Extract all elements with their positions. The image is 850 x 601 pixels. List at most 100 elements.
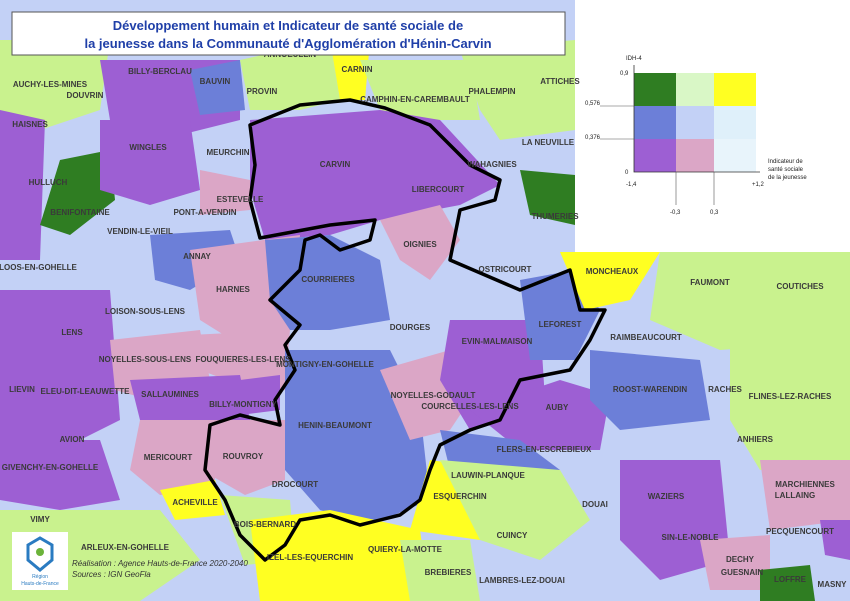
commune-label: MONCHEAUX [586, 267, 639, 276]
commune-label: LENS [61, 328, 83, 337]
commune-label: LOFFRE [774, 575, 807, 584]
commune-label: PECQUENCOURT [766, 527, 834, 536]
commune-label: HARNES [216, 285, 250, 294]
commune-label: LEFOREST [539, 320, 582, 329]
credit: Sources : IGN GeoFla [72, 570, 151, 579]
commune-label: THUMERIES [531, 212, 579, 221]
commune-label: OIGNIES [403, 240, 437, 249]
commune-label: LAMBRES-LEZ-DOUAI [479, 576, 565, 585]
commune-label: DROCOURT [272, 480, 318, 489]
commune-label: ACHEVILLE [172, 498, 218, 507]
commune-label: LOOS-EN-GOHELLE [0, 263, 78, 272]
commune-label: VIMY [30, 515, 50, 524]
legend-y-label: 0 [625, 170, 629, 176]
legend-x-label: -1,4 [626, 182, 637, 188]
commune-label: AUBY [546, 403, 569, 412]
logo: Région Hauts-de-France [12, 532, 68, 590]
commune-label: LIEVIN [9, 385, 35, 394]
commune-label: NOYELLES-GODAULT [391, 391, 476, 400]
commune-label: HULLUCH [29, 178, 68, 187]
commune-label: DOURGES [390, 323, 431, 332]
legend-y-label: 0,9 [620, 71, 629, 77]
legend-y-label: 0,376 [585, 135, 601, 141]
commune-label: ATTICHES [540, 77, 580, 86]
legend-x-label: -0,3 [670, 210, 681, 216]
commune-label: MONTIGNY-EN-GOHELLE [276, 360, 374, 369]
commune-label: ESQUERCHIN [433, 492, 487, 501]
commune-label: ELEU-DIT-LEAUWETTE [41, 387, 131, 396]
legend-y-title: IDH-4 [626, 56, 642, 62]
commune-label: MARCHIENNES [775, 480, 835, 489]
logo-text: Hauts-de-France [21, 581, 59, 587]
commune-label: LALLAING [775, 491, 815, 500]
commune-label: BREBIERES [425, 568, 472, 577]
commune-label: WAHAGNIES [467, 160, 517, 169]
commune-label: AVION [60, 435, 85, 444]
commune-label: LAUWIN-PLANQUE [451, 471, 525, 480]
legend-x-title: santé sociale [768, 167, 804, 173]
commune-label: BENIFONTAINE [50, 208, 110, 217]
commune-label: PONT-A-VENDIN [173, 208, 236, 217]
commune-label: PHALEMPIN [468, 87, 515, 96]
commune-label: ROOST-WARENDIN [613, 385, 687, 394]
commune-label: SALLAUMINES [141, 390, 199, 399]
commune-label: CAMPHIN-EN-CAREMBAULT [360, 95, 470, 104]
commune-label: GUESNAIN [721, 568, 763, 577]
logo-text: Région [32, 574, 48, 580]
cahc-boundary [203, 98, 607, 562]
legend-x-label: +1,2 [752, 182, 765, 188]
commune-label: FAUMONT [690, 278, 730, 287]
commune-label: WAZIERS [648, 492, 685, 501]
commune-label: PROVIN [247, 87, 278, 96]
credit: Réalisation : Agence Hauts-de-France 202… [72, 559, 248, 568]
commune-label: VENDIN-LE-VIEIL [107, 227, 173, 236]
commune-label: SIN-LE-NOBLE [662, 533, 720, 542]
legend-x-title: de la jeunesse [768, 175, 807, 181]
commune-label: DOUVRIN [67, 91, 104, 100]
commune-label: GIVENCHY-EN-GOHELLE [2, 463, 99, 472]
commune-label: RACHES [708, 385, 742, 394]
commune-label: HENIN-BEAUMONT [298, 421, 372, 430]
commune-label: ESTEVELLE [217, 195, 264, 204]
commune-label: CARVIN [320, 160, 351, 169]
commune-label: LIBERCOURT [412, 185, 465, 194]
title-box [11, 11, 566, 56]
legend: IDH-4 0,9 0,576 0,376 0 -1,4 -0,3 0,3 +1… [585, 56, 807, 216]
commune-label: ANNAY [183, 252, 211, 261]
legend-y-label: 0,576 [585, 101, 601, 107]
commune-label: LA NEUVILLE [522, 138, 575, 147]
commune-label: QUIERY-LA-MOTTE [368, 545, 443, 554]
commune-label: BILLY-BERCLAU [128, 67, 192, 76]
title-line: Développement humain et Indicateur de sa… [113, 18, 463, 33]
commune-label: MERICOURT [144, 453, 193, 462]
commune-label: RAIMBEAUCOURT [610, 333, 682, 342]
legend-x-title: Indicateur de [768, 159, 803, 165]
commune-label: DOUAI [582, 500, 608, 509]
commune-label: MEURCHIN [206, 148, 249, 157]
commune-label: COURRIERES [301, 275, 355, 284]
commune-label: HAISNES [12, 120, 48, 129]
commune-label: AUCHY-LES-MINES [13, 80, 88, 89]
commune-label: CARNIN [341, 65, 372, 74]
commune-label: FOUQUIERES-LES-LENS [195, 355, 291, 364]
commune-label: ROUVROY [223, 452, 264, 461]
title-line: la jeunesse dans la Communauté d'Agglomé… [84, 36, 491, 51]
commune-label: MASNY [818, 580, 848, 589]
commune-label: NOYELLES-SOUS-LENS [99, 355, 192, 364]
commune-label: EVIN-MALMAISON [462, 337, 533, 346]
commune-label: OSTRICOURT [479, 265, 532, 274]
commune-label: BAUVIN [200, 77, 231, 86]
commune-labels: ANNOEULLINBILLY-BERCLAUAUCHY-LES-MINESDO… [0, 50, 847, 589]
commune-label: IZEL-LES-EQUERCHIN [267, 553, 353, 562]
legend-x-label: 0,3 [710, 210, 719, 216]
commune-label: CUINCY [497, 531, 528, 540]
commune-label: ARLEUX-EN-GOHELLE [81, 543, 170, 552]
commune-label: DECHY [726, 555, 755, 564]
commune-label: ANHIERS [737, 435, 774, 444]
commune-label: FLERS-EN-ESCREBIEUX [497, 445, 592, 454]
commune-label: COURCELLES-LES-LENS [421, 402, 519, 411]
commune-label: BILLY-MONTIGNY [209, 400, 277, 409]
commune-label: LOISON-SOUS-LENS [105, 307, 186, 316]
commune-label: FLINES-LEZ-RACHES [749, 392, 832, 401]
commune-label: WINGLES [129, 143, 167, 152]
